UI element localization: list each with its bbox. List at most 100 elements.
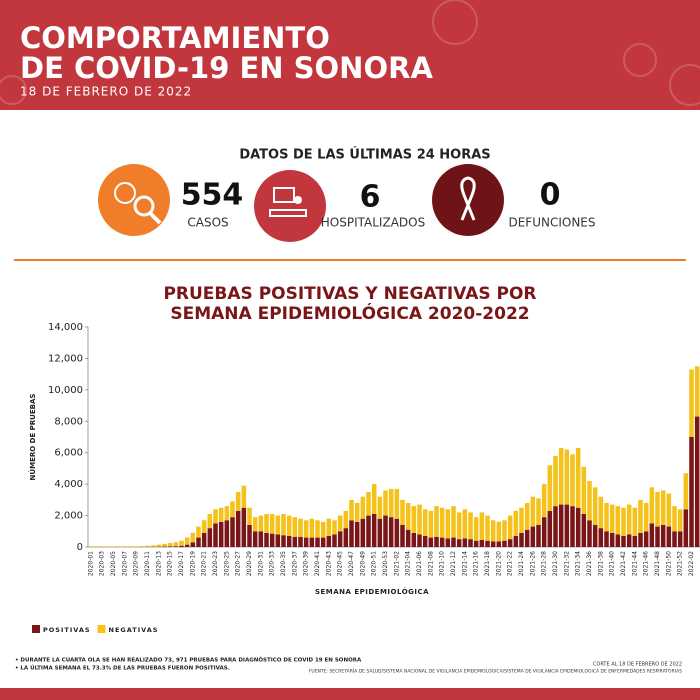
bar-segment	[575, 507, 581, 547]
bar-segment	[366, 492, 371, 516]
bar-segment	[609, 504, 615, 533]
x-tick-label: 2021-34	[575, 551, 582, 576]
bar-segment	[422, 509, 428, 536]
bar-segment	[207, 514, 213, 529]
x-tick-label: 2021-52	[677, 551, 684, 576]
bar-segment	[502, 540, 507, 547]
bar-segment	[581, 514, 587, 547]
bar-segment	[315, 537, 320, 547]
bar-segment	[247, 507, 252, 525]
bar-segment	[269, 514, 275, 534]
x-tick-label: 2020-17	[178, 551, 185, 576]
bar-segment	[615, 534, 621, 547]
bar-segment	[655, 492, 660, 527]
bar-segment	[587, 520, 592, 547]
bar-segment	[547, 510, 553, 547]
bar-segment	[672, 531, 677, 547]
bar-segment	[388, 517, 394, 547]
bar-segment	[179, 545, 184, 547]
bar-segment	[400, 499, 405, 525]
x-tick-label: 2020-37	[291, 551, 298, 576]
y-tick-label: 14,000	[48, 322, 83, 333]
bar-segment	[496, 521, 502, 542]
bar-segment	[156, 544, 162, 547]
bar-segment	[247, 525, 252, 547]
bar-segment	[558, 504, 564, 547]
legend-swatch	[97, 625, 106, 633]
bar-segment	[553, 506, 558, 547]
x-tick-label: 2020-05	[110, 551, 117, 576]
bar-segment	[677, 509, 683, 532]
y-tick-label: 8,000	[54, 416, 83, 427]
x-tick-label: 2020-53	[382, 551, 389, 576]
x-tick-label: 2021-28	[541, 551, 548, 576]
x-tick-label: 2020-41	[314, 551, 321, 576]
bar-segment	[349, 499, 354, 521]
x-tick-label: 2020-15	[167, 551, 174, 576]
bar-segment	[162, 543, 167, 547]
bar-segment	[490, 520, 496, 542]
x-tick-label: 2021-14	[461, 551, 468, 576]
bar-segment	[689, 437, 694, 547]
bar-segment	[377, 496, 383, 519]
x-tick-label: 2020-01	[87, 551, 94, 576]
bar-segment	[592, 487, 598, 525]
y-tick-label: 6,000	[54, 448, 83, 459]
bar-segment	[570, 506, 575, 547]
bar-segment	[660, 490, 666, 525]
bar-segment	[173, 542, 179, 547]
bar-segment	[643, 503, 649, 532]
bar-segment	[439, 507, 445, 538]
bar-segment	[241, 485, 247, 508]
legend-label: NEGATIVAS	[109, 626, 159, 634]
bar-segment	[354, 521, 360, 547]
bar-segment	[553, 455, 558, 507]
bar-segment	[530, 496, 536, 527]
bar-segment	[485, 515, 490, 541]
bar-segment	[184, 544, 190, 547]
x-tick-label: 2020-03	[99, 551, 106, 576]
x-tick-label: 2021-44	[631, 551, 638, 576]
bar-segment	[315, 520, 320, 538]
x-tick-label: 2020-27	[235, 551, 242, 576]
bar-segment	[632, 507, 638, 536]
y-tick-label: 0	[77, 542, 83, 553]
bar-segment	[615, 506, 621, 535]
bar-segment	[320, 537, 326, 547]
chart-title: PRUEBAS POSITIVAS Y NEGATIVAS POR	[163, 284, 536, 304]
bar-segment	[502, 520, 507, 541]
x-tick-label: 2021-42	[620, 551, 627, 576]
bar-segment	[411, 532, 417, 547]
note: • LA ÚLTIMA SEMANA EL 73.3% DE LAS PRUEB…	[15, 665, 230, 672]
bar-segment	[405, 529, 411, 547]
x-tick-label: 2021-48	[654, 551, 661, 576]
bar-segment	[587, 481, 592, 521]
x-tick-label: 2021-46	[643, 551, 650, 576]
bar-segment	[201, 532, 207, 547]
bar-segment	[167, 543, 173, 547]
y-tick-label: 4,000	[54, 479, 83, 490]
bar-segment	[394, 488, 400, 519]
bar-segment	[677, 531, 683, 547]
stat-value: 0	[540, 178, 561, 213]
bar-segment	[292, 536, 298, 547]
x-tick-label: 2021-40	[609, 551, 616, 576]
header-date: 18 DE FEBRERO DE 2022	[20, 85, 192, 99]
bar-segment	[598, 496, 604, 529]
bar-segment	[655, 526, 660, 547]
x-tick-label: 2020-19	[189, 551, 196, 576]
bar-segment	[298, 518, 303, 537]
bar-segment	[626, 534, 632, 547]
bar-segment	[377, 518, 383, 547]
bar-segment	[507, 539, 513, 547]
bar-segment	[694, 366, 700, 417]
x-tick-label: 2021-26	[529, 551, 536, 576]
bar-segment	[558, 448, 564, 505]
x-tick-label: 2020-49	[359, 551, 366, 576]
bar-segment	[184, 537, 190, 545]
x-tick-label: 2020-31	[257, 551, 264, 576]
bar-segment	[666, 493, 672, 527]
bar-segment	[513, 510, 519, 536]
bar-segment	[303, 537, 309, 547]
bar-segment	[456, 539, 462, 547]
